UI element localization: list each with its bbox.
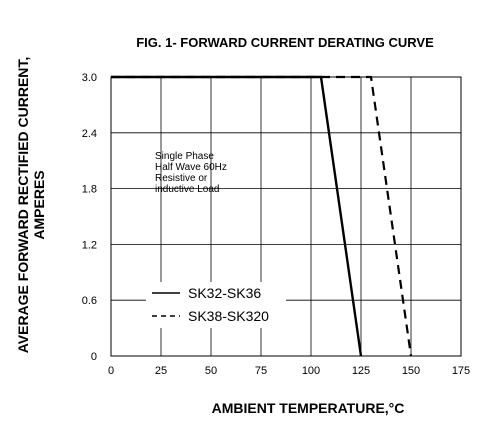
x-tick-label: 50 bbox=[205, 365, 217, 377]
annotation-note: Single Phase Half Wave 60Hz Resistive or… bbox=[155, 151, 227, 195]
y-tick-label: 2.4 bbox=[82, 128, 97, 140]
tick-labels: 0 25 50 75 100 125 150 175 0 0.6 1.2 1.8 2.4 3.0 bbox=[82, 72, 470, 377]
note-line: Half Wave 60Hz bbox=[155, 162, 227, 173]
x-tick-label: 125 bbox=[352, 365, 370, 377]
y-tick-label: 0 bbox=[91, 351, 97, 363]
x-tick-label: 150 bbox=[402, 365, 420, 377]
legend-label: SK32-SK36 bbox=[188, 285, 261, 301]
x-tick-label: 100 bbox=[302, 365, 320, 377]
x-tick-label: 75 bbox=[255, 365, 267, 377]
legend-background bbox=[146, 282, 286, 328]
y-axis-title-line-2: AMPERES bbox=[31, 170, 47, 239]
x-tick-label: 0 bbox=[108, 365, 114, 377]
y-tick-label: 1.2 bbox=[82, 239, 97, 251]
y-tick-label: 0.6 bbox=[82, 295, 97, 307]
legend-label: SK38-SK320 bbox=[188, 308, 269, 324]
x-tick-label: 25 bbox=[155, 365, 167, 377]
note-line: Single Phase bbox=[155, 151, 214, 162]
legend: SK32-SK36 SK38-SK320 bbox=[146, 282, 286, 328]
x-axis-title: AMBIENT TEMPERATURE,°C bbox=[212, 400, 405, 416]
x-tick-label: 175 bbox=[452, 365, 470, 377]
chart-title: FIG. 1- FORWARD CURRENT DERATING CURVE bbox=[136, 35, 434, 50]
y-tick-label: 1.8 bbox=[82, 184, 97, 196]
note-line: Resistive or bbox=[155, 173, 208, 184]
note-line: inductive Load bbox=[155, 184, 220, 195]
y-axis-title-line-1: AVERAGE FORWARD RECTIFIED CURRENT, bbox=[15, 57, 31, 354]
plot-frame bbox=[110, 76, 462, 357]
y-tick-label: 3.0 bbox=[82, 72, 97, 84]
